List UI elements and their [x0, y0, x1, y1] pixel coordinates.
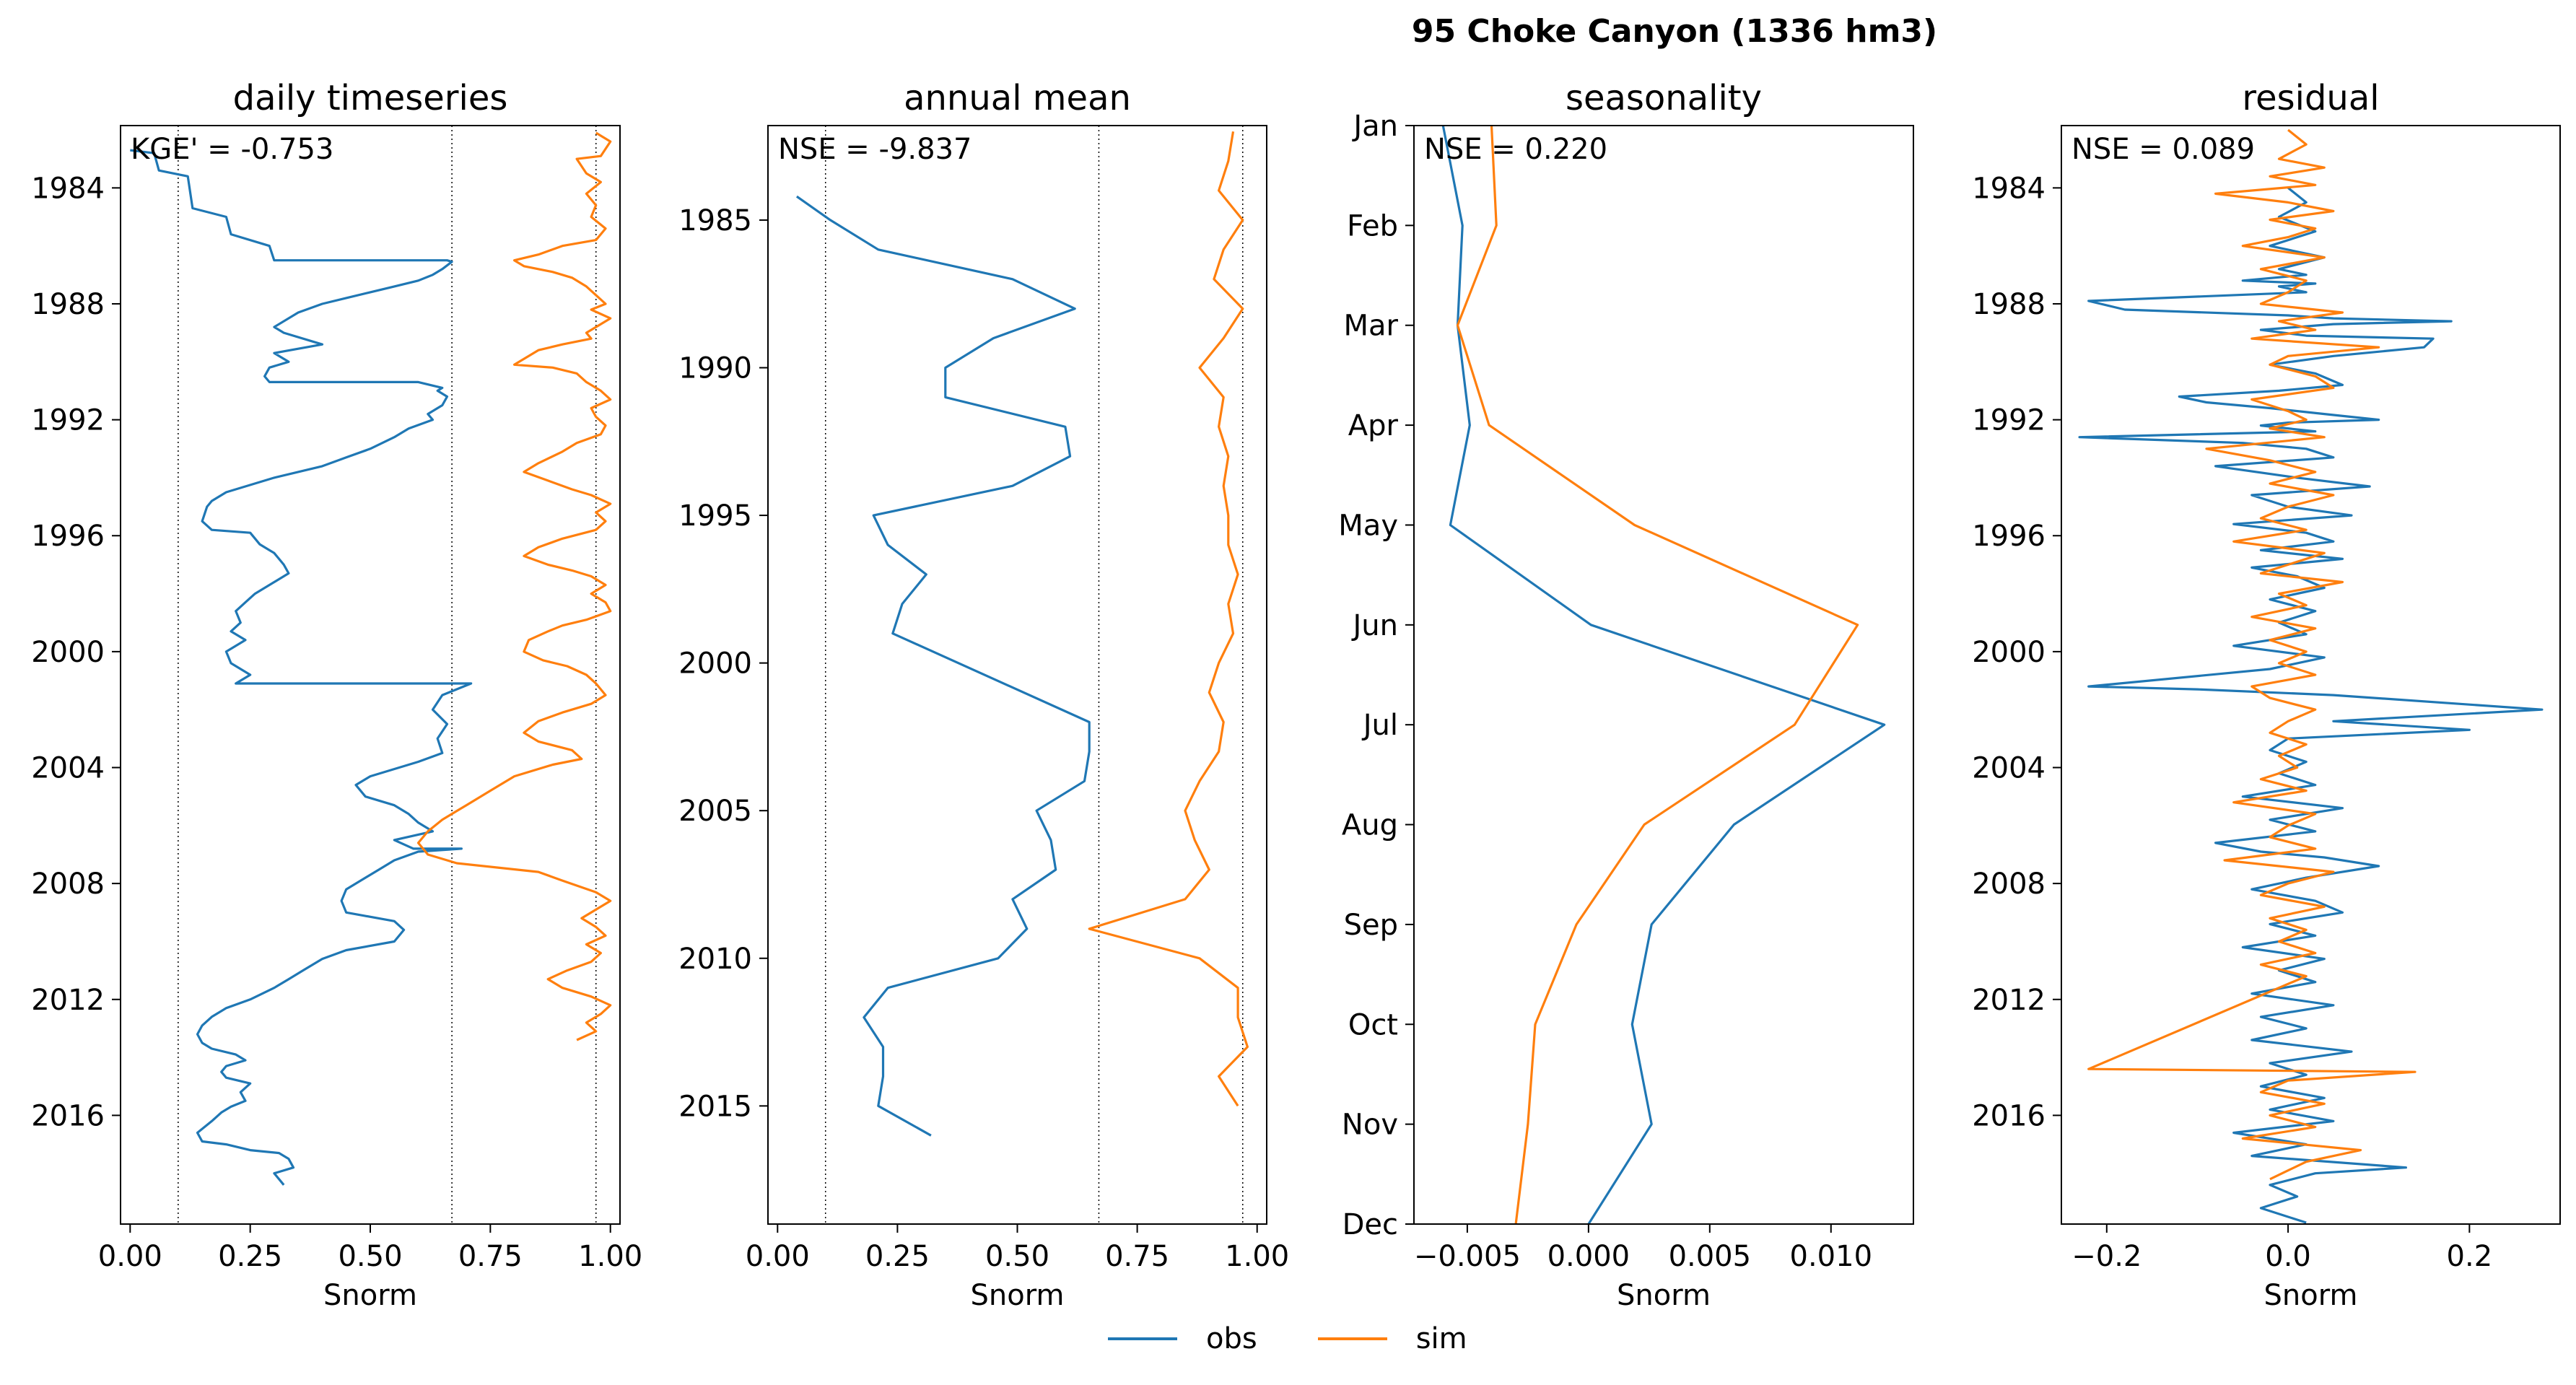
metric-annotation: NSE = -9.837	[778, 133, 972, 166]
y-tick-label: 2008	[1972, 868, 2045, 901]
plot-area-annual	[795, 131, 1249, 1137]
y-tick-label: 2010	[678, 943, 752, 976]
y-tick-label: 2000	[678, 647, 752, 681]
x-tick-label: 0.010	[1790, 1240, 1873, 1273]
legend-label-sim: sim	[1415, 1322, 1467, 1355]
x-axis-label: Snorm	[1617, 1279, 1711, 1312]
legend-item-obs: obs	[1108, 1322, 1257, 1355]
y-tick-label: 2016	[1972, 1099, 2045, 1132]
legend: obs sim	[1108, 1319, 1528, 1358]
plot-area-season	[1441, 126, 1886, 1224]
x-tick-label: −0.2	[2071, 1240, 2141, 1273]
x-tick-label: 0.50	[985, 1240, 1049, 1273]
metric-annotation: KGE' = -0.753	[131, 133, 333, 166]
y-tick-label: 1995	[678, 499, 752, 533]
y-tick-label: Oct	[1348, 1008, 1398, 1041]
plot-frame	[1413, 125, 1914, 1225]
plot-area-daily	[130, 131, 612, 1186]
legend-label-obs: obs	[1206, 1322, 1257, 1355]
series-line-obs	[1441, 126, 1886, 1224]
y-tick-label: Sep	[1344, 909, 1398, 942]
y-tick-label: 1984	[1972, 172, 2045, 205]
series-line-sim	[1088, 131, 1249, 1107]
x-axis-label: Snorm	[2264, 1279, 2358, 1312]
y-tick-label: Apr	[1348, 409, 1399, 442]
x-tick-label: 0.00	[746, 1240, 810, 1273]
x-axis-label: Snorm	[971, 1279, 1065, 1312]
plot-frame	[767, 125, 1267, 1225]
x-tick-label: 0.25	[218, 1240, 282, 1273]
y-tick-label: 1984	[31, 172, 105, 205]
y-tick-label: 1992	[31, 404, 105, 437]
metric-annotation: NSE = 0.220	[1424, 133, 1607, 166]
x-tick-label: −0.005	[1414, 1240, 1521, 1273]
legend-swatch-obs	[1108, 1337, 1177, 1340]
y-tick-label: 1990	[678, 351, 752, 385]
x-tick-label: 0.75	[1105, 1240, 1169, 1273]
x-tick-label: 0.25	[865, 1240, 930, 1273]
y-tick-label: 1996	[1972, 520, 2045, 553]
x-tick-label: 1.00	[1225, 1240, 1289, 1273]
y-tick-label: 1985	[678, 204, 752, 237]
y-tick-label: 2008	[31, 868, 105, 901]
series-line-sim	[416, 131, 612, 1041]
x-tick-label: 0.0	[2265, 1240, 2311, 1273]
legend-item-sim: sim	[1317, 1322, 1467, 1355]
x-tick-label: 0.50	[338, 1240, 402, 1273]
y-tick-label: Nov	[1342, 1109, 1398, 1142]
y-tick-label: 2004	[31, 752, 105, 785]
chart-season: seasonality −0.005 0.000 0.005 0.010 Jan Feb Ma…	[1338, 78, 1914, 1312]
chart-title: daily timeseries	[233, 78, 508, 118]
y-tick-label: 2005	[678, 795, 752, 828]
y-tick-label: Jul	[1361, 709, 1398, 742]
x-tick-label: 0.00	[98, 1240, 162, 1273]
x-tick-label: 0.75	[458, 1240, 523, 1273]
series-line-obs	[795, 195, 1091, 1137]
series-line-sim	[2087, 128, 2416, 1181]
y-tick-label: Mar	[1344, 310, 1399, 343]
series-line-obs	[130, 149, 473, 1186]
metric-annotation: NSE = 0.089	[2071, 133, 2255, 166]
y-tick-label: Feb	[1347, 209, 1398, 243]
figure-title: 95 Choke Canyon (1336 hm3)	[1411, 13, 1938, 50]
y-tick-label: 2000	[31, 636, 105, 669]
x-tick-label: 0.005	[1669, 1240, 1752, 1273]
plot-frame	[120, 125, 621, 1225]
x-axis-label: Snorm	[323, 1279, 417, 1312]
y-tick-label: 2000	[1972, 636, 2045, 669]
y-tick-label: 2012	[1972, 984, 2045, 1017]
chart-daily: daily timeseries 0.00 0.25 0.50 0.75 1.00 1984…	[31, 78, 642, 1312]
plot-frame	[2061, 125, 2561, 1225]
y-tick-label: 2015	[678, 1090, 752, 1123]
y-tick-label: Dec	[1342, 1208, 1398, 1241]
chart-title: annual mean	[904, 78, 1131, 118]
y-tick-label: 1988	[31, 288, 105, 321]
series-line-sim	[1456, 126, 1859, 1224]
chart-title: residual	[2242, 78, 2379, 118]
chart-annual: annual mean 0.00 0.25 0.50 0.75 1.00 1985 1990 1…	[678, 78, 1289, 1312]
chart-residual: residual −0.2 0.0 0.2 1984 1988 1992 1996 2000 20…	[1972, 78, 2561, 1312]
y-tick-label: May	[1338, 509, 1398, 542]
y-tick-label: Aug	[1342, 809, 1398, 842]
y-tick-label: 2016	[31, 1099, 105, 1132]
x-tick-label: 0.000	[1547, 1240, 1630, 1273]
x-tick-label: 0.2	[2447, 1240, 2493, 1273]
y-tick-label: Jan	[1351, 110, 1398, 143]
y-tick-label: 1992	[1972, 404, 2045, 437]
y-tick-label: 2004	[1972, 752, 2045, 785]
y-tick-label: 1996	[31, 520, 105, 553]
legend-swatch-sim	[1317, 1337, 1387, 1340]
plot-area-residual	[2078, 128, 2544, 1224]
y-tick-label: 2012	[31, 984, 105, 1017]
x-tick-label: 1.00	[578, 1240, 642, 1273]
y-tick-label: Jun	[1351, 609, 1399, 642]
chart-title: seasonality	[1566, 78, 1762, 118]
y-tick-label: 1988	[1972, 288, 2045, 321]
